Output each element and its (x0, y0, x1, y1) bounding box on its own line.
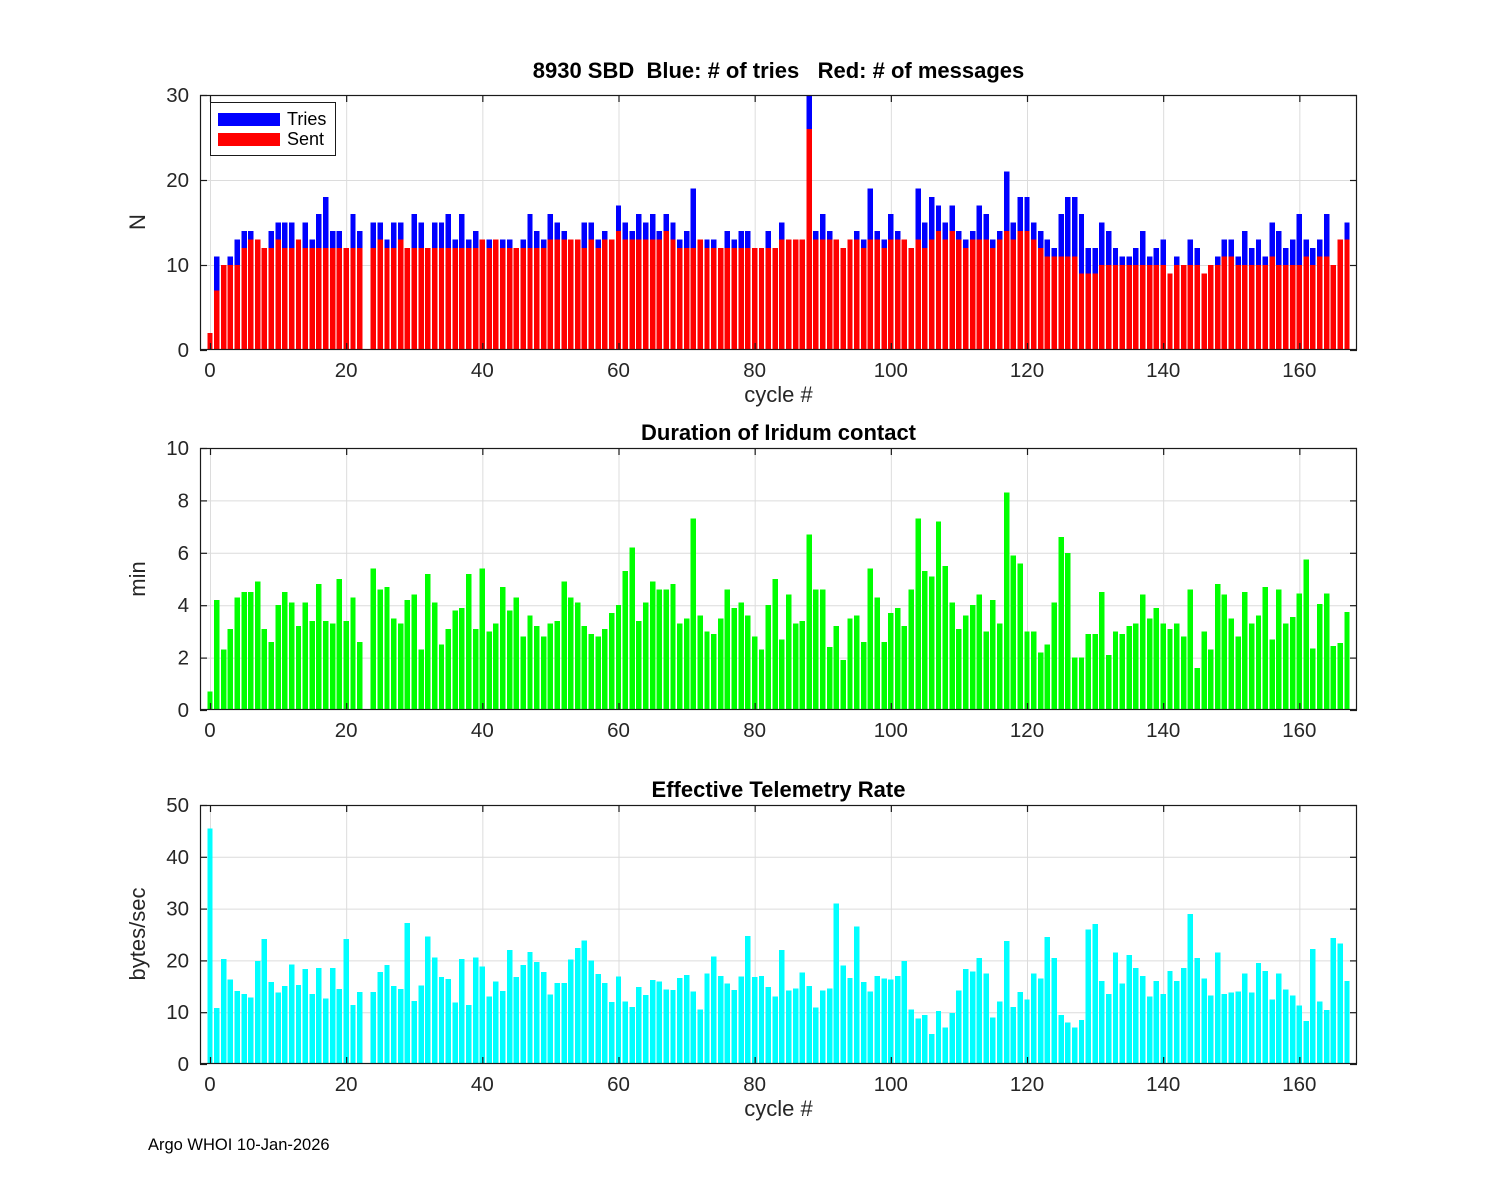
svg-text:10: 10 (166, 437, 189, 460)
footer-text: Argo WHOI 10-Jan-2026 (148, 1136, 330, 1154)
svg-text:20: 20 (335, 359, 358, 382)
legend: Tries Sent (210, 102, 336, 156)
svg-text:0: 0 (178, 339, 189, 362)
svg-text:30: 30 (166, 898, 189, 921)
svg-text:20: 20 (335, 719, 358, 742)
svg-text:60: 60 (607, 719, 630, 742)
tries-sent-chart: 0 20 40 60 80 100 120 140 160 0 10 20 30 (166, 84, 1358, 382)
tries-sent-chart-title: 8930 SBD Blue: # of tries Red: # of mess… (532, 58, 1025, 83)
duration-chart-title: Duration of Iridum contact (641, 420, 916, 445)
tick-labels: 0 20 40 60 80 100 120 140 160 0 2 4 6 8 10 (166, 437, 1316, 742)
svg-text:50: 50 (166, 794, 189, 817)
svg-text:30: 30 (166, 84, 189, 107)
svg-text:140: 140 (1146, 359, 1180, 382)
svg-text:60: 60 (607, 1073, 630, 1096)
svg-text:40: 40 (471, 359, 494, 382)
telemetry-chart-title: Effective Telemetry Rate (651, 777, 906, 802)
tries-sent-xlabel: cycle # (744, 382, 813, 407)
svg-text:8: 8 (178, 489, 189, 512)
axes (199, 804, 1358, 1066)
bars-rate (207, 828, 1350, 1064)
legend-item-tries: Tries (218, 109, 327, 129)
svg-text:80: 80 (743, 1073, 766, 1096)
svg-text:80: 80 (743, 719, 766, 742)
svg-text:20: 20 (166, 949, 189, 972)
svg-text:40: 40 (471, 719, 494, 742)
telemetry-xlabel: cycle # (744, 1096, 813, 1121)
svg-text:100: 100 (874, 719, 908, 742)
telemetry-chart: 0 20 40 60 80 100 120 140 160 0 10 20 30 40 50 (166, 794, 1358, 1096)
svg-text:0: 0 (204, 719, 215, 742)
svg-text:20: 20 (335, 1073, 358, 1096)
svg-text:60: 60 (607, 359, 630, 382)
svg-text:10: 10 (166, 1001, 189, 1024)
axes (199, 447, 1358, 712)
svg-text:6: 6 (178, 542, 189, 565)
svg-text:0: 0 (178, 1053, 189, 1076)
legend-item-sent: Sent (218, 129, 327, 149)
svg-text:20: 20 (166, 169, 189, 192)
svg-text:140: 140 (1146, 719, 1180, 742)
axes (199, 94, 1358, 352)
sent-swatch (218, 132, 280, 146)
svg-text:0: 0 (178, 699, 189, 722)
duration-chart: 0 20 40 60 80 100 120 140 160 0 2 4 6 8 10 (166, 437, 1358, 742)
svg-text:10: 10 (166, 254, 189, 277)
telemetry-ylabel: bytes/sec (125, 887, 150, 981)
svg-text:40: 40 (471, 1073, 494, 1096)
svg-text:4: 4 (178, 594, 189, 617)
svg-text:0: 0 (204, 1073, 215, 1096)
svg-text:160: 160 (1282, 1073, 1316, 1096)
duration-ylabel: min (125, 561, 150, 597)
tries-legend-label: Tries (287, 109, 327, 129)
bars-duration (207, 492, 1350, 710)
svg-text:160: 160 (1282, 719, 1316, 742)
svg-text:120: 120 (1010, 359, 1044, 382)
svg-text:160: 160 (1282, 359, 1316, 382)
svg-text:0: 0 (204, 359, 215, 382)
svg-text:100: 100 (874, 359, 908, 382)
sent-legend-label: Sent (287, 129, 325, 149)
svg-text:100: 100 (874, 1073, 908, 1096)
tries-sent-ylabel: N (125, 214, 150, 230)
svg-text:40: 40 (166, 846, 189, 869)
svg-text:140: 140 (1146, 1073, 1180, 1096)
tries-swatch (218, 112, 280, 126)
svg-text:120: 120 (1010, 1073, 1044, 1096)
svg-text:2: 2 (178, 647, 189, 670)
bars-sent (207, 129, 1350, 350)
tick-labels: 0 20 40 60 80 100 120 140 160 0 10 20 30 (166, 84, 1316, 382)
tick-labels: 0 20 40 60 80 100 120 140 160 0 10 20 30 40 50 (166, 794, 1316, 1096)
svg-text:120: 120 (1010, 719, 1044, 742)
svg-text:80: 80 (743, 359, 766, 382)
